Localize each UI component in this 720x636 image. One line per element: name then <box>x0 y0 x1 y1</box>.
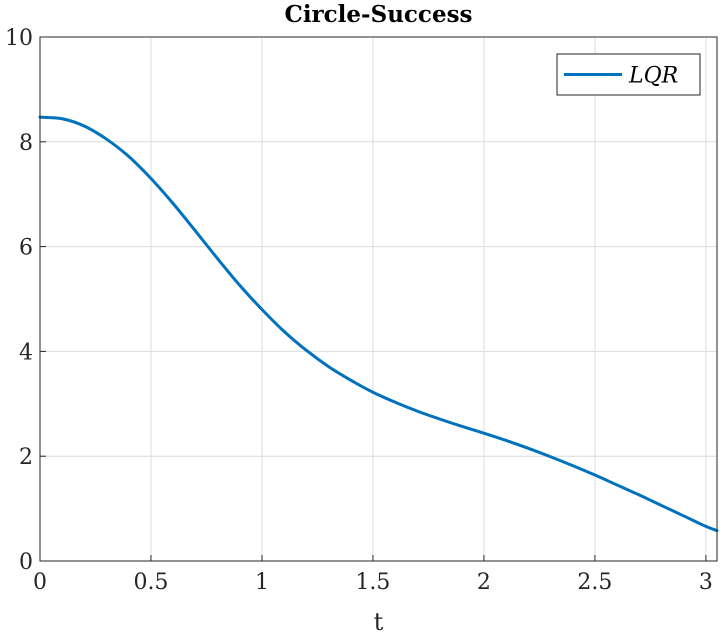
x-tick-label: 1.5 <box>355 570 390 595</box>
legend-label: LQR <box>628 64 678 89</box>
tick-layer: 0 0.5 1 1.5 2 2.5 3 0 2 4 6 8 10 <box>5 26 713 595</box>
y-tick-label: 6 <box>19 236 33 261</box>
y-tick-label: 10 <box>5 26 33 51</box>
x-tick-label: 2 <box>477 570 491 595</box>
series-line-lqr <box>38 115 719 533</box>
y-tick-label: 4 <box>19 340 33 365</box>
grid-layer <box>39 36 717 562</box>
x-tick-label: 0.5 <box>133 570 168 595</box>
y-tick-label: 8 <box>19 131 33 156</box>
series-layer <box>38 115 719 533</box>
y-tick-label: 2 <box>19 445 33 470</box>
axes-box <box>39 36 718 562</box>
x-tick-label: 0 <box>33 570 47 595</box>
x-tick-label: 3 <box>699 570 713 595</box>
chart-title: Circle-Success <box>285 1 473 28</box>
legend: LQR <box>556 53 701 96</box>
y-tick-label: 0 <box>19 550 33 575</box>
x-axis-label: t <box>374 608 384 636</box>
x-tick-label: 1 <box>255 570 269 595</box>
x-tick-label: 2.5 <box>577 570 612 595</box>
